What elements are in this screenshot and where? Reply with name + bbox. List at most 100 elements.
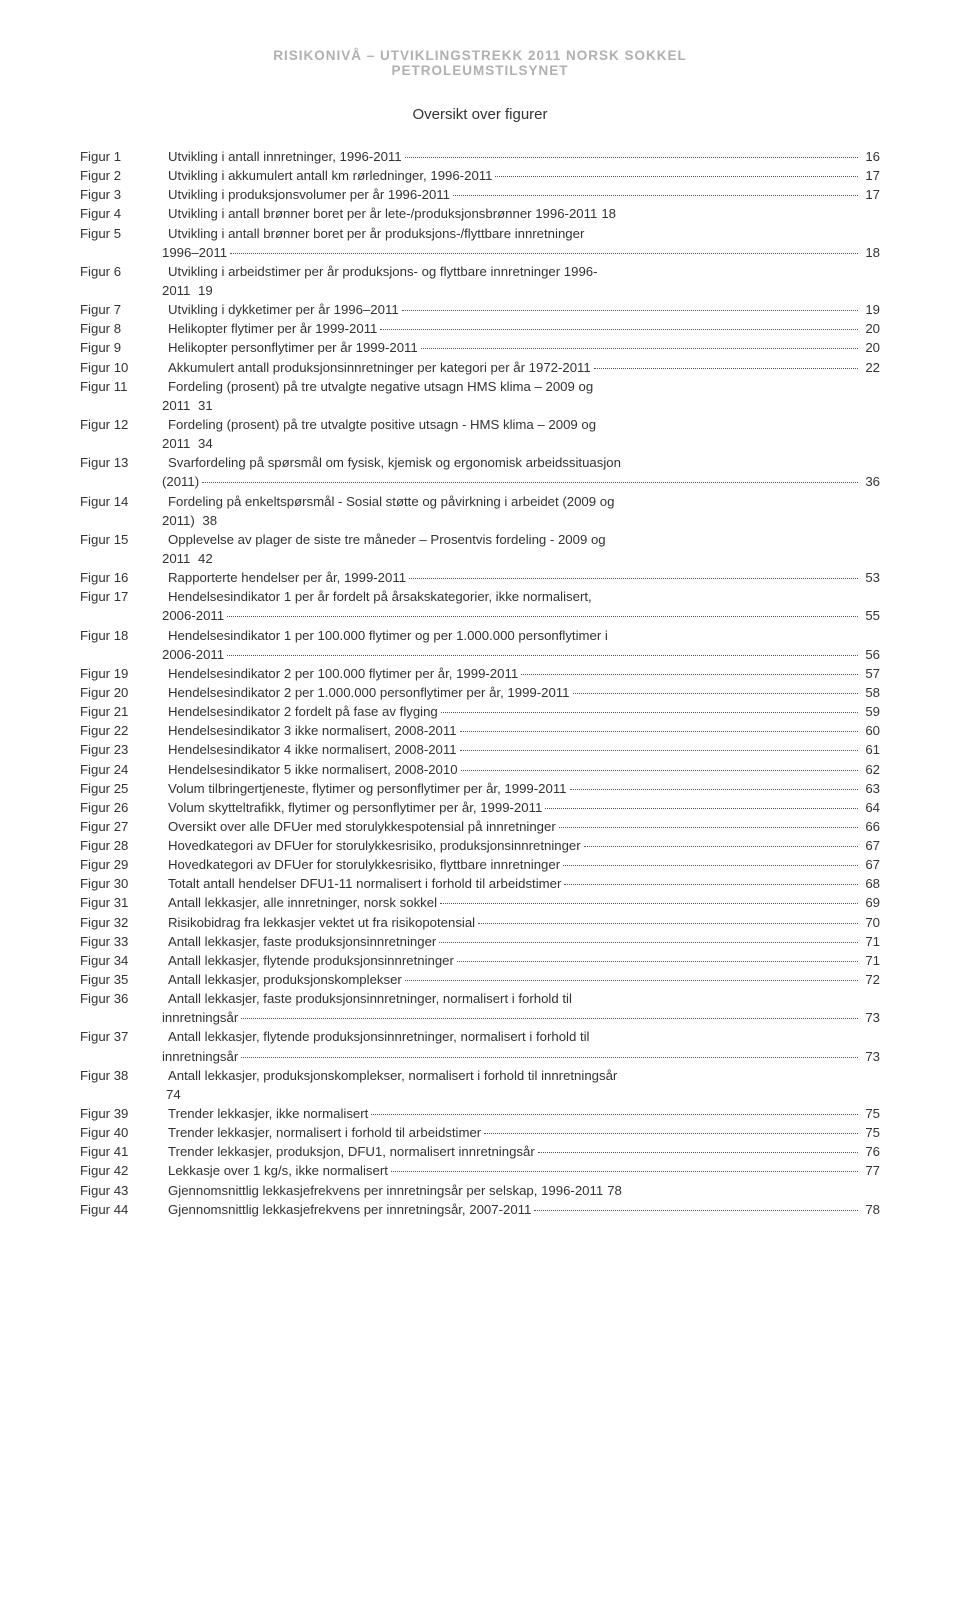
toc-page: 75 (861, 1123, 880, 1142)
toc-leader (478, 923, 858, 924)
toc-label: Figur 10 (80, 358, 168, 377)
toc-text: Hovedkategori av DFUer for storulykkesri… (168, 855, 560, 874)
toc-label: Figur 17 (80, 587, 168, 606)
toc-entry: Figur 6Utvikling i arbeidstimer per år p… (80, 262, 880, 300)
toc-entry: Figur 43Gjennomsnittlig lekkasjefrekvens… (80, 1181, 880, 1200)
toc-page: 18 (597, 204, 616, 223)
toc-leader (439, 942, 858, 943)
toc-leader (461, 770, 859, 771)
toc-text: Hendelsesindikator 1 per år fordelt på å… (168, 587, 880, 606)
toc-text-cont: 2006-2011 (162, 645, 224, 664)
toc-text: Rapporterte hendelser per år, 1999-2011 (168, 568, 406, 587)
toc-entry: Figur 23Hendelsesindikator 4 ikke normal… (80, 740, 880, 759)
toc-entry: Figur 5Utvikling i antall brønner boret … (80, 224, 880, 262)
toc-page: 53 (861, 568, 880, 587)
toc-page: 64 (861, 798, 880, 817)
toc-entry: Figur 2Utvikling i akkumulert antall km … (80, 166, 880, 185)
toc-text: Gjennomsnittlig lekkasjefrekvens per inn… (168, 1200, 531, 1219)
toc-label: Figur 42 (80, 1161, 168, 1180)
toc-text-cont: 1996–2011 (162, 243, 227, 262)
toc-label: Figur 24 (80, 760, 168, 779)
toc-page: 20 (861, 338, 880, 357)
toc-page: 72 (861, 970, 880, 989)
toc-leader (391, 1171, 858, 1172)
toc-leader (573, 693, 859, 694)
toc-label: Figur 6 (80, 262, 168, 281)
toc-entry: Figur 4Utvikling i antall brønner boret … (80, 204, 880, 223)
toc-text: Antall lekkasjer, flytende produksjonsin… (168, 951, 454, 970)
toc-text: Antall lekkasjer, produksjonskomplekser (168, 970, 402, 989)
toc-leader (570, 789, 859, 790)
toc-text: Utvikling i dykketimer per år 1996–2011 (168, 300, 399, 319)
toc-entry: Figur 42Lekkasje over 1 kg/s, ikke norma… (80, 1161, 880, 1180)
toc-text: Utvikling i produksjonsvolumer per år 19… (168, 185, 450, 204)
toc-text: Utvikling i arbeidstimer per år produksj… (168, 262, 880, 281)
toc-leader (227, 655, 858, 656)
toc-leader (202, 482, 858, 483)
toc-text-cont: (2011) (162, 472, 199, 491)
toc-text: Antall lekkasjer, alle innretninger, nor… (168, 893, 437, 912)
toc-label: Figur 5 (80, 224, 168, 243)
toc-entry: Figur 33Antall lekkasjer, faste produksj… (80, 932, 880, 951)
toc-label: Figur 27 (80, 817, 168, 836)
toc-text: Antall lekkasjer, flytende produksjonsin… (168, 1027, 880, 1046)
toc-label: Figur 16 (80, 568, 168, 587)
toc-page: 36 (861, 472, 880, 491)
toc-text: Svarfordeling på spørsmål om fysisk, kje… (168, 453, 880, 472)
toc-text: Trender lekkasjer, produksjon, DFU1, nor… (168, 1142, 535, 1161)
toc-entry: Figur 1Utvikling i antall innretninger, … (80, 147, 880, 166)
toc-page: 73 (861, 1047, 880, 1066)
toc-entry: Figur 31Antall lekkasjer, alle innretnin… (80, 893, 880, 912)
toc-entry: Figur 35Antall lekkasjer, produksjonskom… (80, 970, 880, 989)
toc-label: Figur 2 (80, 166, 168, 185)
toc-leader (457, 961, 858, 962)
toc-label: Figur 15 (80, 530, 168, 549)
toc-entry: Figur 29Hovedkategori av DFUer for storu… (80, 855, 880, 874)
toc-label: Figur 3 (80, 185, 168, 204)
toc-text: Trender lekkasjer, ikke normalisert (168, 1104, 368, 1123)
document-page: RISIKONIVÅ – UTVIKLINGSTREKK 2011 NORSK … (0, 0, 960, 1279)
toc-label: Figur 1 (80, 147, 168, 166)
toc-entry: Figur 30Totalt antall hendelser DFU1-11 … (80, 874, 880, 893)
toc-page: 77 (861, 1161, 880, 1180)
toc-label: Figur 41 (80, 1142, 168, 1161)
toc-entry: Figur 22Hendelsesindikator 3 ikke normal… (80, 721, 880, 740)
toc-page: 67 (861, 855, 880, 874)
toc-entry: Figur 28Hovedkategori av DFUer for storu… (80, 836, 880, 855)
toc-entry: Figur 37Antall lekkasjer, flytende produ… (80, 1027, 880, 1065)
toc-label: Figur 7 (80, 300, 168, 319)
toc-text: Antall lekkasjer, faste produksjonsinnre… (168, 932, 436, 951)
toc-label: Figur 20 (80, 683, 168, 702)
toc-label: Figur 35 (80, 970, 168, 989)
toc-entry: Figur 44Gjennomsnittlig lekkasjefrekvens… (80, 1200, 880, 1219)
toc-leader (405, 980, 859, 981)
toc-label: Figur 8 (80, 319, 168, 338)
toc-leader (584, 846, 859, 847)
toc-text: Utvikling i antall brønner boret per år … (168, 224, 880, 243)
toc-page: 69 (861, 893, 880, 912)
toc-page: 58 (861, 683, 880, 702)
toc-text: Volum skytteltrafikk, flytimer og person… (168, 798, 542, 817)
toc-entry: Figur 41Trender lekkasjer, produksjon, D… (80, 1142, 880, 1161)
toc-page: 60 (861, 721, 880, 740)
toc-page: 78 (603, 1181, 622, 1200)
toc-text: Trender lekkasjer, normalisert i forhold… (168, 1123, 481, 1142)
toc-page: 75 (861, 1104, 880, 1123)
toc-label: Figur 22 (80, 721, 168, 740)
toc-leader (460, 731, 859, 732)
toc-label: Figur 12 (80, 415, 168, 434)
toc-text-cont: 2006-2011 (162, 606, 224, 625)
toc-text: Fordeling (prosent) på tre utvalgte posi… (168, 415, 880, 434)
toc-label: Figur 13 (80, 453, 168, 472)
toc-text: Hendelsesindikator 1 per 100.000 flytime… (168, 626, 880, 645)
toc-leader (227, 616, 858, 617)
toc-label: Figur 31 (80, 893, 168, 912)
toc-page: 74 (162, 1085, 181, 1104)
toc-text-cont: 2011 (162, 549, 190, 568)
toc-label: Figur 30 (80, 874, 168, 893)
toc-text-cont: 2011) (162, 511, 195, 530)
toc-label: Figur 38 (80, 1066, 168, 1085)
toc-leader (453, 195, 858, 196)
toc-text: Fordeling (prosent) på tre utvalgte nega… (168, 377, 880, 396)
toc-page: 16 (861, 147, 880, 166)
